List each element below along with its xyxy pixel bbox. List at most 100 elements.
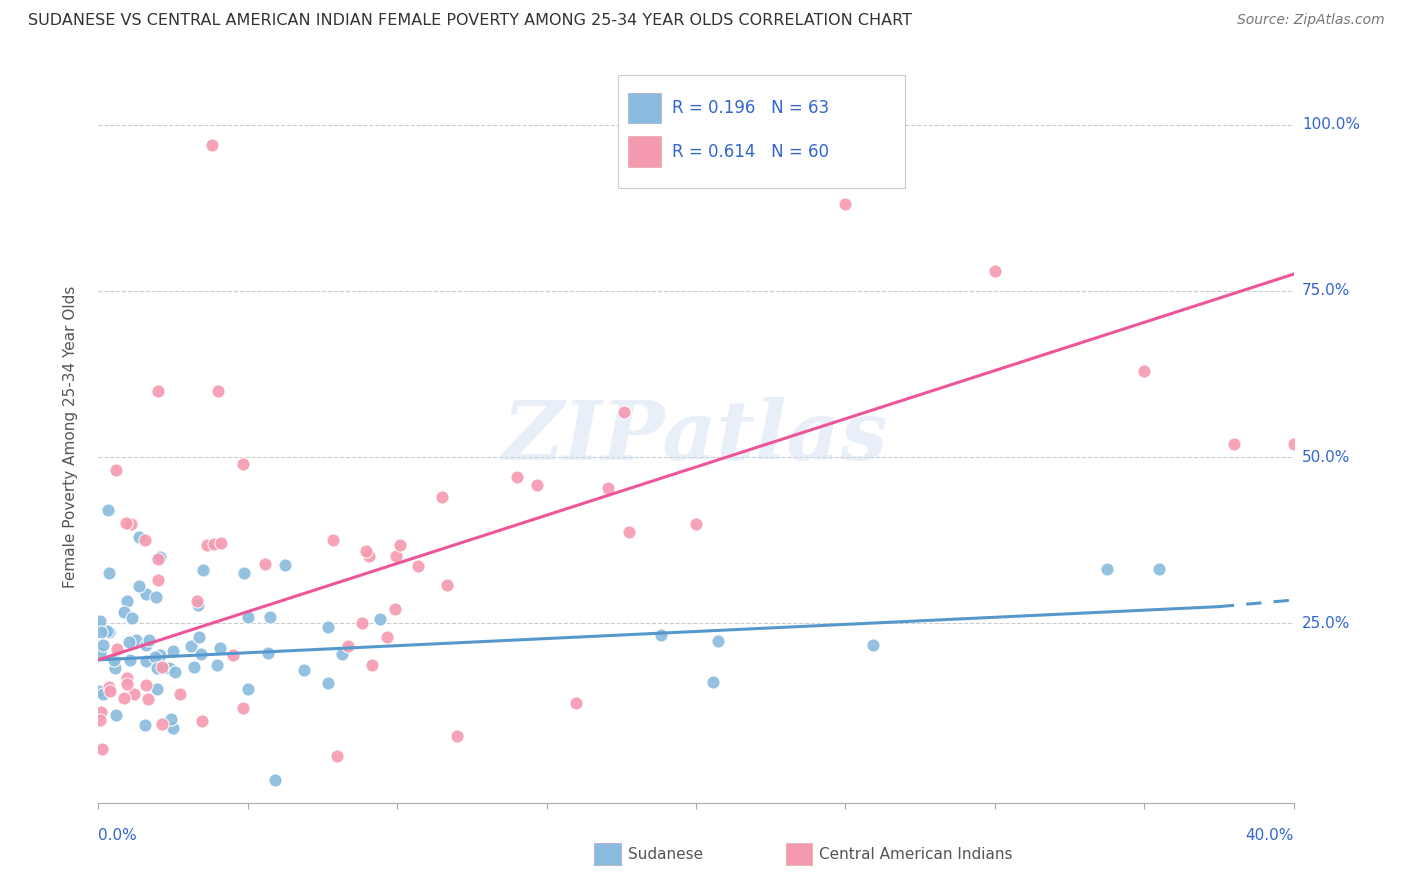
Point: [650, 628, 672, 642]
Point: [87, 684, 110, 698]
Text: Source: ZipAtlas.com: Source: ZipAtlas.com: [1237, 13, 1385, 28]
Point: [617, 524, 640, 539]
Point: [118, 653, 141, 667]
Point: [183, 660, 205, 674]
Point: [118, 634, 141, 648]
Point: [188, 630, 211, 644]
Point: [159, 712, 181, 726]
Bar: [595, 843, 620, 865]
Point: [105, 463, 128, 477]
Point: [384, 602, 406, 616]
Point: [264, 773, 287, 788]
Point: [834, 197, 856, 211]
Point: [1282, 436, 1305, 450]
Y-axis label: Female Poverty Among 25-34 Year Olds: Female Poverty Among 25-34 Year Olds: [63, 286, 77, 588]
Point: [236, 609, 259, 624]
Point: [233, 566, 256, 581]
Point: [146, 682, 169, 697]
Point: [105, 642, 128, 657]
Point: [232, 457, 254, 471]
Point: [191, 714, 214, 728]
Point: [145, 590, 167, 604]
Point: [360, 658, 382, 673]
Point: [135, 653, 157, 667]
Point: [208, 640, 231, 655]
Point: [128, 579, 150, 593]
Point: [122, 687, 145, 701]
Point: [143, 650, 166, 665]
Point: [406, 559, 429, 574]
Point: [136, 691, 159, 706]
Point: [162, 721, 184, 735]
Text: SUDANESE VS CENTRAL AMERICAN INDIAN FEMALE POVERTY AMONG 25-34 YEAR OLDS CORRELA: SUDANESE VS CENTRAL AMERICAN INDIAN FEMA…: [28, 13, 912, 29]
Text: 50.0%: 50.0%: [1302, 450, 1350, 465]
Bar: [628, 93, 661, 123]
Point: [121, 610, 143, 624]
Point: [506, 470, 529, 484]
Point: [330, 647, 353, 661]
Point: [326, 749, 349, 764]
Point: [162, 644, 184, 658]
Point: [112, 691, 135, 706]
Point: [180, 639, 202, 653]
Point: [96, 624, 118, 639]
Point: [257, 646, 280, 660]
Text: R = 0.614   N = 60: R = 0.614 N = 60: [672, 143, 830, 161]
Point: [148, 573, 170, 587]
Point: [103, 653, 125, 667]
Bar: [786, 843, 811, 865]
Point: [125, 633, 148, 648]
Point: [163, 665, 186, 680]
Point: [90, 706, 112, 720]
Point: [112, 606, 135, 620]
Point: [169, 687, 191, 701]
Point: [104, 661, 127, 675]
Point: [209, 536, 232, 550]
Point: [120, 516, 142, 531]
Point: [135, 638, 157, 652]
Point: [105, 708, 128, 723]
Point: [596, 481, 619, 495]
Point: [337, 639, 360, 653]
Point: [190, 647, 212, 661]
Point: [375, 630, 398, 644]
Point: [436, 577, 458, 591]
Point: [389, 539, 412, 553]
Point: [238, 681, 260, 696]
Point: [138, 633, 160, 648]
Point: [1095, 562, 1118, 576]
FancyBboxPatch shape: [619, 75, 905, 188]
Point: [187, 598, 209, 612]
Point: [232, 701, 254, 715]
Point: [195, 538, 218, 552]
Point: [207, 384, 229, 398]
Point: [89, 646, 111, 660]
Point: [128, 530, 150, 544]
Point: [149, 549, 172, 564]
Text: Sudanese: Sudanese: [628, 847, 703, 862]
Point: [222, 648, 245, 662]
Point: [97, 625, 120, 640]
Point: [359, 549, 381, 564]
Point: [98, 566, 121, 580]
Point: [702, 675, 724, 690]
Point: [157, 661, 180, 675]
Point: [1223, 436, 1246, 450]
Point: [274, 558, 297, 573]
Point: [385, 549, 408, 564]
Point: [707, 634, 730, 648]
Point: [526, 477, 548, 491]
Point: [201, 137, 224, 152]
Point: [150, 717, 173, 731]
Point: [91, 638, 114, 652]
Point: [193, 563, 215, 577]
Point: [685, 516, 707, 531]
Point: [202, 537, 225, 551]
Point: [316, 620, 339, 634]
Point: [368, 612, 391, 626]
Point: [134, 718, 156, 732]
Point: [97, 680, 120, 694]
Text: 75.0%: 75.0%: [1302, 284, 1350, 298]
Point: [259, 610, 281, 624]
Point: [1133, 363, 1156, 377]
